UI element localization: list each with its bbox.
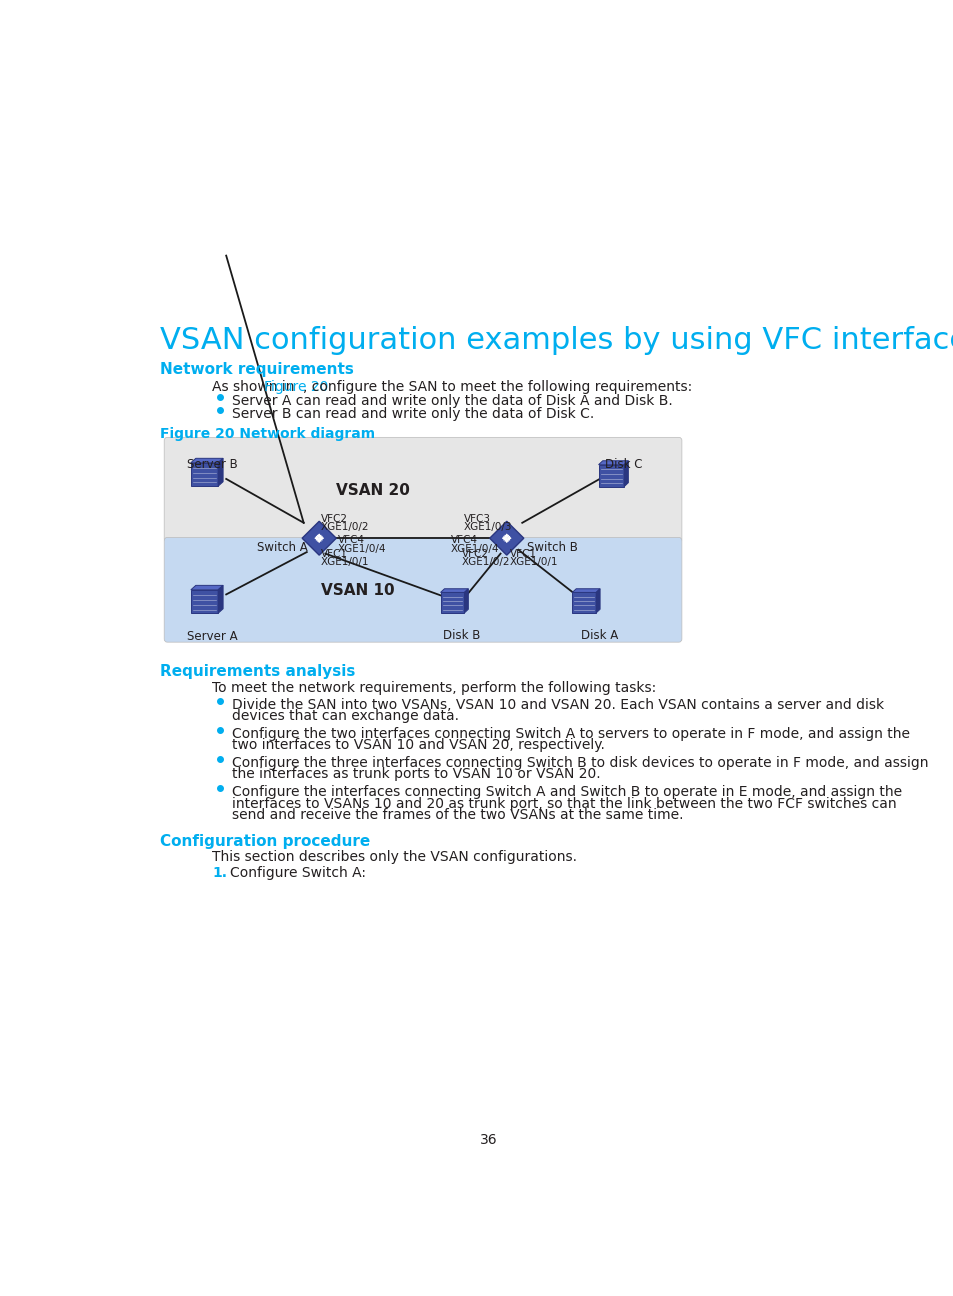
Polygon shape [191, 463, 218, 486]
Text: XGE1/0/1: XGE1/0/1 [509, 557, 558, 568]
Text: interfaces to VSANs 10 and 20 as trunk port, so that the link between the two FC: interfaces to VSANs 10 and 20 as trunk p… [232, 797, 895, 810]
Polygon shape [464, 588, 468, 613]
Polygon shape [191, 459, 223, 463]
Polygon shape [191, 590, 218, 613]
Text: Requirements analysis: Requirements analysis [159, 664, 355, 679]
FancyBboxPatch shape [164, 437, 681, 542]
Text: VSAN 10: VSAN 10 [320, 583, 394, 597]
Text: the interfaces as trunk ports to VSAN 10 or VSAN 20.: the interfaces as trunk ports to VSAN 10… [232, 767, 599, 781]
Text: Configure the two interfaces connecting Switch A to servers to operate in F mode: Configure the two interfaces connecting … [232, 727, 908, 741]
Text: , configure the SAN to meet the following requirements:: , configure the SAN to meet the followin… [302, 380, 691, 394]
Polygon shape [489, 521, 523, 555]
Text: Configure the three interfaces connecting Switch B to disk devices to operate in: Configure the three interfaces connectin… [232, 756, 927, 770]
Text: VFC2: VFC2 [320, 513, 348, 524]
Polygon shape [596, 588, 599, 613]
Text: VFC4: VFC4 [451, 535, 477, 546]
Text: Figure 20: Figure 20 [264, 380, 328, 394]
Polygon shape [440, 588, 468, 592]
Text: Server B can read and write only the data of Disk C.: Server B can read and write only the dat… [232, 407, 594, 421]
Text: This section describes only the VSAN configurations.: This section describes only the VSAN con… [212, 850, 577, 864]
Text: Network requirements: Network requirements [159, 362, 353, 377]
Text: Configure Switch A:: Configure Switch A: [230, 866, 366, 880]
Polygon shape [572, 592, 596, 613]
Polygon shape [598, 461, 628, 465]
Text: VSAN configuration examples by using VFC interfaces: VSAN configuration examples by using VFC… [159, 327, 953, 355]
Text: XGE1/0/1: XGE1/0/1 [320, 557, 369, 568]
Text: 36: 36 [479, 1134, 497, 1147]
Text: Server A: Server A [187, 630, 238, 643]
Text: devices that can exchange data.: devices that can exchange data. [232, 709, 458, 723]
Text: VFC1: VFC1 [509, 550, 537, 559]
Text: To meet the network requirements, perform the following tasks:: To meet the network requirements, perfor… [212, 680, 656, 695]
Text: send and receive the frames of the two VSANs at the same time.: send and receive the frames of the two V… [232, 807, 682, 822]
Text: Divide the SAN into two VSANs, VSAN 10 and VSAN 20. Each VSAN contains a server : Divide the SAN into two VSANs, VSAN 10 a… [232, 697, 882, 712]
Polygon shape [191, 586, 223, 590]
FancyBboxPatch shape [164, 538, 681, 642]
Text: XGE1/0/2: XGE1/0/2 [461, 557, 510, 568]
Text: 1.: 1. [212, 866, 227, 880]
Text: VFC3: VFC3 [464, 513, 491, 524]
Text: XGE1/0/2: XGE1/0/2 [320, 522, 369, 533]
Text: VFC4: VFC4 [337, 535, 364, 546]
Text: Figure 20 Network diagram: Figure 20 Network diagram [159, 426, 375, 441]
Polygon shape [623, 461, 628, 486]
Text: Configure the interfaces connecting Switch A and Switch B to operate in E mode, : Configure the interfaces connecting Swit… [232, 785, 901, 800]
Polygon shape [572, 588, 599, 592]
Text: VSAN 20: VSAN 20 [335, 483, 410, 498]
Text: Server B: Server B [187, 457, 238, 472]
Text: XGE1/0/4: XGE1/0/4 [451, 543, 499, 553]
Polygon shape [218, 459, 223, 486]
Polygon shape [440, 592, 464, 613]
Polygon shape [598, 465, 623, 486]
Text: Configuration procedure: Configuration procedure [159, 833, 370, 849]
Text: Switch B: Switch B [526, 542, 578, 555]
Text: XGE1/0/3: XGE1/0/3 [464, 522, 512, 533]
Text: Disk B: Disk B [443, 629, 480, 642]
Text: Disk A: Disk A [580, 629, 618, 642]
Text: VFC2: VFC2 [461, 550, 488, 559]
Polygon shape [218, 586, 223, 613]
Polygon shape [302, 521, 335, 555]
Text: VFC1: VFC1 [320, 550, 348, 559]
Text: As shown in: As shown in [212, 380, 299, 394]
Text: XGE1/0/4: XGE1/0/4 [337, 543, 386, 553]
Text: Server A can read and write only the data of Disk A and Disk B.: Server A can read and write only the dat… [232, 394, 672, 408]
Text: two interfaces to VSAN 10 and VSAN 20, respectively.: two interfaces to VSAN 10 and VSAN 20, r… [232, 737, 604, 752]
Text: Disk C: Disk C [604, 457, 642, 472]
Text: Switch A: Switch A [257, 542, 308, 555]
